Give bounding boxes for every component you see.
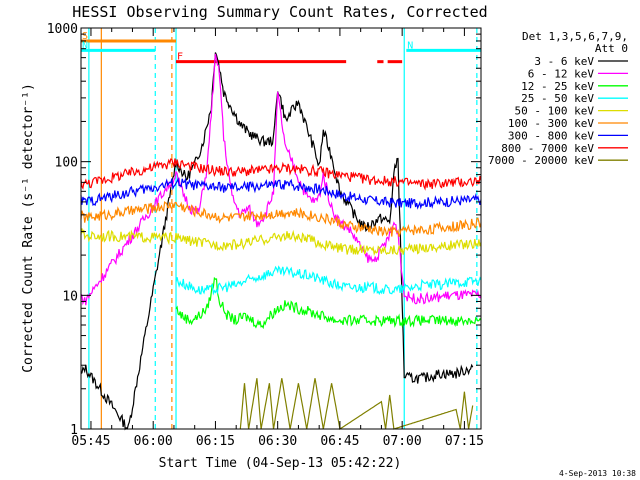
series-100-300-kev	[80, 201, 482, 237]
series-800-7000-kev	[80, 158, 482, 191]
series-25-50-kev	[175, 265, 482, 296]
footer-timestamp: 4-Sep-2013 10:38	[559, 469, 636, 478]
x-tick-label-06:45: 06:45	[320, 434, 359, 449]
plot-lines: SN NF	[80, 28, 482, 431]
x-axis-label: Start Time (04-Sep-13 05:42:22)	[159, 456, 402, 471]
interval-label-n: N	[82, 40, 88, 51]
chart-title: HESSI Observing Summary Count Rates, Cor…	[72, 3, 487, 21]
legend-header-line-2: Att 0	[595, 42, 628, 55]
legend-label-100-300-kev: 100 - 300 keV	[508, 117, 594, 130]
legend-label-3-6-kev: 3 - 6 keV	[534, 55, 594, 68]
legend-label-6-12-kev: 6 - 12 keV	[528, 67, 595, 80]
series-3-6-kev	[80, 52, 474, 431]
y-axis-label: Corrected Count Rate (s⁻¹ detector⁻¹)	[21, 83, 36, 373]
series-7000-20000-kev	[239, 378, 474, 430]
legend-label-12-25-kev: 12 - 25 keV	[521, 80, 594, 93]
legend-label-300-800-kev: 300 - 800 keV	[508, 129, 594, 142]
axes: 05:45 06:00 06:15 06:30 06:45 07:00 07:15 1 10 10…	[47, 22, 484, 449]
series-6-12-kev	[80, 53, 482, 306]
legend-header-line-1: Det 1,3,5,6,7,9,	[522, 30, 628, 43]
plot-frame	[80, 27, 482, 430]
y-tick-label-10: 10	[62, 289, 78, 304]
y-tick-label-1: 1	[70, 423, 78, 438]
legend-label-25-50-kev: 25 - 50 keV	[521, 92, 594, 105]
x-tick-label-07:15: 07:15	[445, 434, 484, 449]
legend-label-7000-20000-kev: 7000 - 20000 keV	[488, 154, 594, 167]
interval-label-f: F	[177, 52, 183, 63]
x-tick-label-06:30: 06:30	[258, 434, 297, 449]
interval-label-n: N	[407, 40, 413, 51]
legend-label-50-100-kev: 50 - 100 keV	[515, 105, 595, 118]
y-tick-label-1000: 1000	[47, 22, 78, 37]
series-12-25-kev	[175, 276, 482, 330]
series-50-100-kev	[80, 228, 482, 257]
x-tick-label-06:15: 06:15	[196, 434, 235, 449]
y-tick-label-100: 100	[55, 156, 78, 171]
x-tick-label-05:45: 05:45	[71, 434, 110, 449]
series-300-800-kev	[80, 176, 482, 210]
legend-label-800-7000-kev: 800 - 7000 keV	[501, 142, 594, 155]
x-tick-label-06:00: 06:00	[134, 434, 173, 449]
x-tick-label-07:00: 07:00	[383, 434, 422, 449]
interval-label-s: S	[82, 31, 88, 42]
